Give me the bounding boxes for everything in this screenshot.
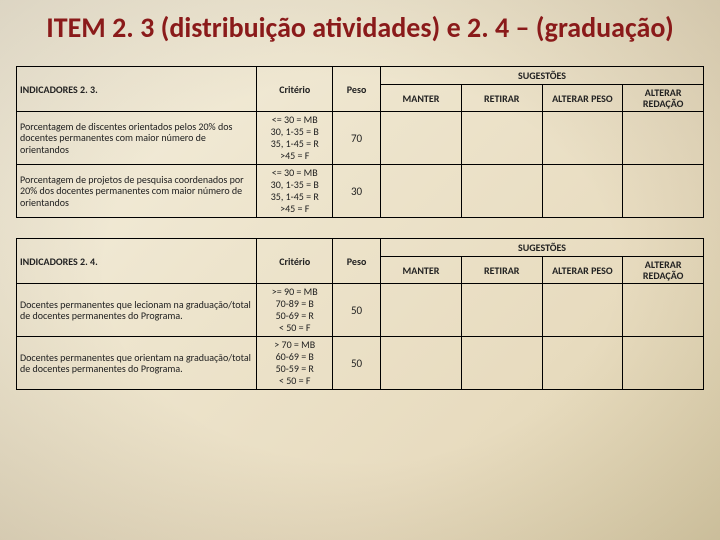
col-manter: MANTER — [381, 257, 462, 284]
cell-criterio: > 70 = MB 60-69 = B 50-59 = R < 50 = F — [257, 337, 333, 390]
cell-indicator: Porcentagem de projetos de pesquisa coor… — [17, 165, 257, 218]
table-row: Docentes permanentes que lecionam na gra… — [17, 284, 704, 337]
col-sugestoes: SUGESTÕES — [381, 239, 704, 257]
cell-retirar — [461, 284, 542, 337]
cell-manter — [381, 337, 462, 390]
table-row: Porcentagem de discentes orientados pelo… — [17, 112, 704, 165]
cell-alterar-redacao — [623, 284, 704, 337]
cell-manter — [381, 165, 462, 218]
cell-alterar-peso — [542, 337, 623, 390]
col-sugestoes: SUGESTÕES — [381, 67, 704, 85]
col-alterar-peso: ALTERAR PESO — [542, 85, 623, 112]
col-manter: MANTER — [381, 85, 462, 112]
col-alterar-redacao: ALTERAR REDAÇÃO — [623, 257, 704, 284]
cell-alterar-peso — [542, 112, 623, 165]
cell-alterar-redacao — [623, 165, 704, 218]
cell-peso: 50 — [333, 337, 381, 390]
cell-criterio: >= 90 = MB 70-89 = B 50-69 = R < 50 = F — [257, 284, 333, 337]
col-criterio: Critério — [257, 67, 333, 112]
col-peso: Peso — [333, 67, 381, 112]
cell-indicator: Docentes permanentes que lecionam na gra… — [17, 284, 257, 337]
cell-retirar — [461, 165, 542, 218]
cell-manter — [381, 284, 462, 337]
cell-alterar-peso — [542, 165, 623, 218]
col-alterar-peso: ALTERAR PESO — [542, 257, 623, 284]
col-indicadores: INDICADORES 2. 4. — [17, 239, 257, 284]
table-24: INDICADORES 2. 4. Critério Peso SUGESTÕE… — [16, 238, 704, 390]
col-criterio: Critério — [257, 239, 333, 284]
cell-retirar — [461, 337, 542, 390]
col-retirar: RETIRAR — [461, 85, 542, 112]
table-row: Docentes permanentes que orientam na gra… — [17, 337, 704, 390]
cell-alterar-peso — [542, 284, 623, 337]
col-indicadores: INDICADORES 2. 3. — [17, 67, 257, 112]
cell-peso: 30 — [333, 165, 381, 218]
cell-peso: 70 — [333, 112, 381, 165]
cell-peso: 50 — [333, 284, 381, 337]
col-alterar-redacao: ALTERAR REDAÇÃO — [623, 85, 704, 112]
cell-criterio: <= 30 = MB 30, 1-35 = B 35, 1-45 = R >45… — [257, 165, 333, 218]
cell-indicator: Docentes permanentes que orientam na gra… — [17, 337, 257, 390]
table-23: INDICADORES 2. 3. Critério Peso SUGESTÕE… — [16, 66, 704, 218]
table-row: Porcentagem de projetos de pesquisa coor… — [17, 165, 704, 218]
page-title: ITEM 2. 3 (distribuição atividades) e 2.… — [16, 12, 704, 44]
cell-alterar-redacao — [623, 112, 704, 165]
cell-criterio: <= 30 = MB 30, 1-35 = B 35, 1-45 = R >45… — [257, 112, 333, 165]
col-retirar: RETIRAR — [461, 257, 542, 284]
cell-retirar — [461, 112, 542, 165]
cell-manter — [381, 112, 462, 165]
cell-indicator: Porcentagem de discentes orientados pelo… — [17, 112, 257, 165]
col-peso: Peso — [333, 239, 381, 284]
cell-alterar-redacao — [623, 337, 704, 390]
